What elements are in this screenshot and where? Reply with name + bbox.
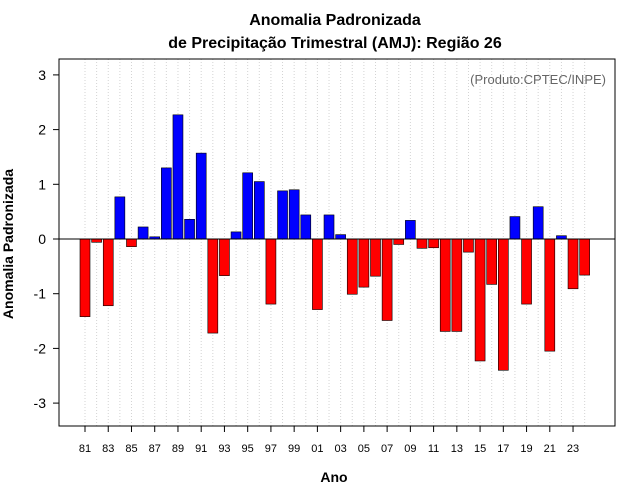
x-axis: 81 83 85 87 89 91 93 95 97 99 01 03 05 07 09 11 13 15 17 19… — [79, 426, 579, 455]
y-tick-label--2: -2 — [34, 340, 47, 356]
chart-title-line2: de Precipitação Trimestral (AMJ): Região… — [168, 35, 502, 52]
bar-88 — [161, 167, 172, 240]
bar-99 — [288, 189, 300, 240]
plot-area-frame — [58, 58, 616, 427]
bar-19 — [521, 238, 532, 305]
x-tick-label-21: 21 — [544, 443, 556, 455]
x-tick-label-87: 87 — [149, 443, 161, 455]
bar-91 — [195, 152, 207, 240]
bar-00 — [300, 214, 312, 240]
y-axis: -3 -2 -1 0 1 2 3 — [34, 67, 59, 411]
bar-08 — [393, 238, 405, 245]
bar-12 — [439, 238, 451, 332]
bar-20 — [532, 206, 544, 240]
bar-11 — [428, 238, 439, 249]
y-tick-label-2: 2 — [38, 122, 46, 138]
bar-23 — [567, 238, 579, 290]
bars — [79, 114, 590, 371]
x-tick-label-11: 11 — [428, 443, 439, 455]
bar-01 — [312, 238, 323, 310]
x-tick-label-01: 01 — [311, 443, 323, 455]
x-tick-label-85: 85 — [125, 443, 137, 455]
bar-04 — [346, 238, 358, 295]
bar-06 — [370, 238, 381, 277]
x-tick-label-17: 17 — [497, 443, 509, 455]
bar-24 — [579, 238, 590, 276]
bar-09 — [405, 220, 416, 240]
x-tick-label-05: 05 — [358, 443, 370, 455]
bar-02 — [323, 214, 335, 240]
x-tick-label-19: 19 — [520, 443, 532, 455]
bar-17 — [498, 238, 509, 371]
bar-18 — [509, 216, 521, 240]
x-tick-label-89: 89 — [172, 443, 184, 455]
bar-13 — [451, 238, 463, 332]
bar-86 — [137, 226, 149, 240]
bar-92 — [207, 238, 219, 334]
bar-03 — [335, 234, 346, 240]
x-tick-label-81: 81 — [79, 443, 91, 455]
bar-93 — [219, 238, 230, 276]
bar-97 — [265, 238, 277, 305]
bar-05 — [358, 238, 370, 288]
x-tick-label-23: 23 — [567, 443, 579, 455]
x-tick-label-03: 03 — [335, 443, 347, 455]
y-tick-label-1: 1 — [38, 176, 46, 192]
watermark-text: (Produto:CPTEC/INPE) — [470, 72, 606, 87]
bar-96 — [254, 181, 265, 240]
y-tick-label-0: 0 — [38, 231, 46, 247]
bar-07 — [381, 238, 393, 321]
x-tick-label-95: 95 — [242, 443, 254, 455]
x-tick-label-99: 99 — [288, 443, 300, 455]
x-tick-label-93: 93 — [218, 443, 230, 455]
x-tick-label-97: 97 — [265, 443, 277, 455]
x-tick-label-09: 09 — [404, 443, 416, 455]
bar-94 — [230, 231, 242, 240]
bar-21 — [544, 238, 556, 352]
y-tick-label--3: -3 — [34, 395, 47, 411]
bar-14 — [463, 238, 474, 253]
bar-84 — [114, 196, 126, 240]
x-tick-label-91: 91 — [195, 443, 207, 455]
x-tick-label-13: 13 — [451, 443, 463, 455]
bar-90 — [184, 219, 195, 240]
bar-10 — [416, 238, 428, 249]
x-tick-label-83: 83 — [102, 443, 114, 455]
x-tick-label-07: 07 — [381, 443, 393, 455]
bar-85 — [126, 238, 137, 247]
chart-title-line1: Anomalia Padronizada — [249, 12, 421, 29]
y-tick-label--1: -1 — [34, 286, 47, 302]
bar-95 — [242, 172, 253, 240]
bar-98 — [277, 190, 288, 240]
bar-89 — [172, 114, 184, 240]
bar-16 — [486, 238, 498, 285]
grid-lines — [84, 59, 586, 426]
bar-83 — [102, 238, 114, 307]
bar-15 — [474, 238, 486, 362]
y-axis-label: Anomalia Padronizada — [0, 169, 16, 319]
x-axis-label: Ano — [320, 469, 347, 485]
bar-81 — [79, 238, 91, 317]
y-tick-label-3: 3 — [38, 67, 46, 83]
x-tick-label-15: 15 — [474, 443, 486, 455]
